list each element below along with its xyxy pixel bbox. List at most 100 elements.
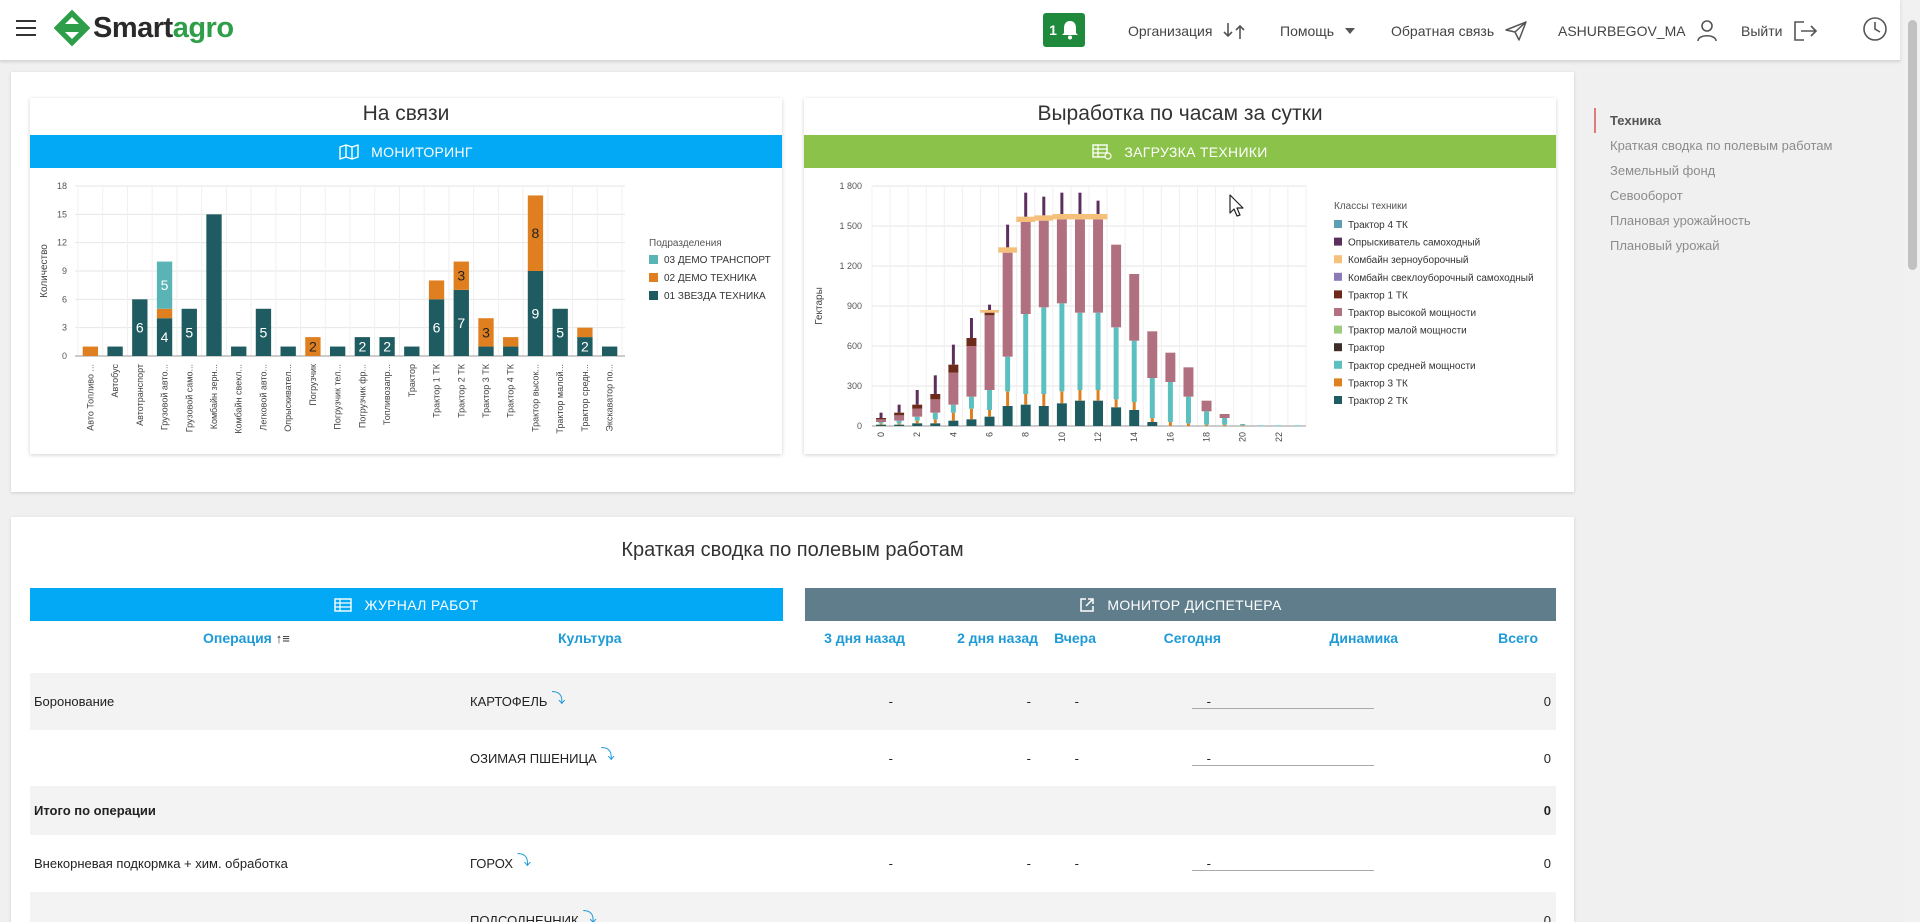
bar-segment bbox=[876, 419, 887, 422]
table-icon bbox=[334, 597, 353, 612]
col-dynamics[interactable]: Динамика bbox=[1329, 630, 1398, 646]
col-3days[interactable]: 3 дня назад bbox=[824, 630, 905, 646]
cell-2days: - bbox=[1026, 856, 1031, 871]
bar-segment bbox=[453, 289, 469, 356]
bar-segment bbox=[1023, 314, 1029, 394]
cell-operation: Внекорневая подкормка + хим. обработка bbox=[34, 856, 288, 871]
equipment-load-button[interactable]: ЗАГРУЗКА ТЕХНИКИ bbox=[804, 135, 1556, 168]
nav-item-land[interactable]: Земельный фонд bbox=[1610, 163, 1716, 178]
bar-data-label: 6 bbox=[136, 320, 144, 336]
cell-culture: КАРТОФЕЛЬ bbox=[470, 694, 548, 709]
cell-2days bbox=[920, 892, 1031, 922]
x-tick-label: Трактор средн... bbox=[580, 364, 590, 432]
bar-segment bbox=[1034, 215, 1054, 221]
history-button[interactable] bbox=[1862, 0, 1888, 61]
y-tick-label: 6 bbox=[62, 294, 67, 304]
help-menu[interactable]: Помощь bbox=[1280, 0, 1356, 61]
col-yesterday[interactable]: Вчера bbox=[1054, 630, 1096, 646]
bar-segment bbox=[1042, 394, 1046, 406]
drilldown-icon[interactable]: ⤵ bbox=[600, 746, 615, 762]
legend-entry: 01 ЗВЕЗДА ТЕХНИКА bbox=[664, 291, 766, 302]
cell-3days bbox=[790, 786, 893, 835]
drilldown-icon[interactable]: ⤵ bbox=[551, 689, 566, 706]
top-header: Smartagro 1 Организация Помощь Обратная … bbox=[0, 0, 1900, 61]
logo-text-smart: Smart bbox=[93, 11, 173, 44]
bar-data-label: 9 bbox=[532, 306, 540, 322]
bar-segment bbox=[1111, 407, 1122, 426]
y-tick-label: 15 bbox=[57, 209, 67, 219]
col-today[interactable]: Сегодня bbox=[1163, 630, 1221, 646]
table-row: Боронование КАРТОФЕЛЬ ⤵ - - - - 0 bbox=[30, 673, 1556, 730]
map-icon bbox=[339, 143, 359, 160]
cell-culture-wrap: ОЗИМАЯ ПШЕНИЦА ⤵ bbox=[470, 730, 615, 786]
bar-segment bbox=[1258, 425, 1264, 427]
cell-today bbox=[1090, 786, 1211, 835]
org-menu[interactable]: Организация bbox=[1128, 0, 1246, 61]
work-journal-button[interactable]: ЖУРНАЛ РАБОТ bbox=[30, 588, 783, 621]
col-operation[interactable]: Операция ↑≡ bbox=[203, 630, 290, 646]
scrollbar[interactable] bbox=[1905, 0, 1920, 922]
bar-segment bbox=[933, 419, 937, 424]
bar-segment bbox=[879, 423, 883, 425]
dispatcher-monitor-button[interactable]: МОНИТОР ДИСПЕТЧЕРА bbox=[805, 588, 1556, 621]
bar-segment bbox=[876, 418, 887, 420]
bar-segment bbox=[1077, 312, 1083, 390]
cell-total: 0 bbox=[1543, 694, 1551, 709]
x-tick-label: Погрузчик тел... bbox=[333, 364, 343, 430]
legend-entry: Трактор 4 ТК bbox=[1348, 220, 1408, 231]
bar-segment bbox=[82, 346, 99, 356]
menu-icon[interactable] bbox=[16, 20, 36, 38]
bar-segment bbox=[577, 327, 593, 338]
monitoring-button[interactable]: МОНИТОРИНГ bbox=[30, 135, 782, 168]
user-menu[interactable]: ASHURBEGOV_MA bbox=[1558, 0, 1718, 61]
cell-culture-wrap: КАРТОФЕЛЬ ⤵ bbox=[470, 673, 565, 730]
legend-swatch bbox=[649, 255, 658, 264]
logo-text-agro: agro bbox=[172, 11, 234, 44]
cell-today: - bbox=[1206, 694, 1211, 709]
bar-segment bbox=[969, 318, 973, 338]
logo[interactable]: Smartagro bbox=[53, 9, 234, 47]
cell-today bbox=[1090, 892, 1211, 922]
bar-segment bbox=[984, 416, 995, 426]
nav-item-summary[interactable]: Краткая сводка по полевым работам bbox=[1610, 138, 1833, 153]
bar-segment bbox=[1223, 424, 1227, 426]
bar-segment bbox=[1241, 425, 1245, 427]
bar-segment bbox=[577, 337, 593, 356]
x-tick-label: 2 bbox=[912, 432, 922, 437]
col-2days[interactable]: 2 дня назад bbox=[957, 630, 1038, 646]
nav-item-planned-yield-rate[interactable]: Плановая урожайность bbox=[1610, 213, 1751, 228]
x-tick-label: 0 bbox=[876, 432, 886, 437]
bar-segment bbox=[951, 344, 955, 365]
cell-total: 0 bbox=[1543, 913, 1551, 922]
bar-segment bbox=[984, 315, 995, 390]
feedback-link[interactable]: Обратная связь bbox=[1391, 0, 1528, 61]
nav-item-equipment[interactable]: Техника bbox=[1594, 108, 1894, 133]
notifications-button[interactable]: 1 bbox=[1043, 13, 1085, 47]
bar-segment bbox=[329, 346, 346, 356]
cell-today: - bbox=[1206, 750, 1211, 766]
y-tick-label: 1 200 bbox=[839, 261, 862, 271]
x-tick-label: Трактор малой... bbox=[555, 364, 565, 434]
notifications-count: 1 bbox=[1049, 22, 1057, 38]
legend-entry: Трактор 2 ТК bbox=[1348, 396, 1408, 407]
x-tick-label: Легковой авто... bbox=[258, 364, 268, 431]
logout-button[interactable]: Выйти bbox=[1741, 0, 1818, 61]
x-tick-label: Автотранспорт bbox=[135, 364, 145, 426]
col-total[interactable]: Всего bbox=[1498, 630, 1538, 646]
x-tick-label: 22 bbox=[1274, 432, 1284, 442]
x-tick-label: 14 bbox=[1129, 432, 1139, 442]
nav-item-planned-yield[interactable]: Плановый урожай bbox=[1610, 238, 1720, 253]
x-tick-label: 10 bbox=[1057, 432, 1067, 442]
x-tick-label: Трактор bbox=[407, 364, 417, 397]
bar-segment bbox=[1041, 307, 1047, 394]
cell-culture-wrap: ГОРОХ ⤵ bbox=[470, 835, 531, 892]
output-card: Выработка по часам за сутки ЗАГРУЗКА ТЕХ… bbox=[804, 98, 1556, 454]
drilldown-icon[interactable]: ⤵ bbox=[517, 851, 532, 868]
col-culture[interactable]: Культура bbox=[558, 630, 622, 646]
nav-item-rotation[interactable]: Севооборот bbox=[1610, 188, 1683, 203]
scrollbar-thumb[interactable] bbox=[1908, 20, 1917, 270]
bar-segment bbox=[1205, 424, 1209, 426]
drilldown-icon[interactable]: ⤵ bbox=[582, 908, 597, 922]
x-tick-label: Трактор высок... bbox=[530, 364, 540, 432]
legend-entry: Трактор высокой мощности bbox=[1348, 308, 1476, 319]
